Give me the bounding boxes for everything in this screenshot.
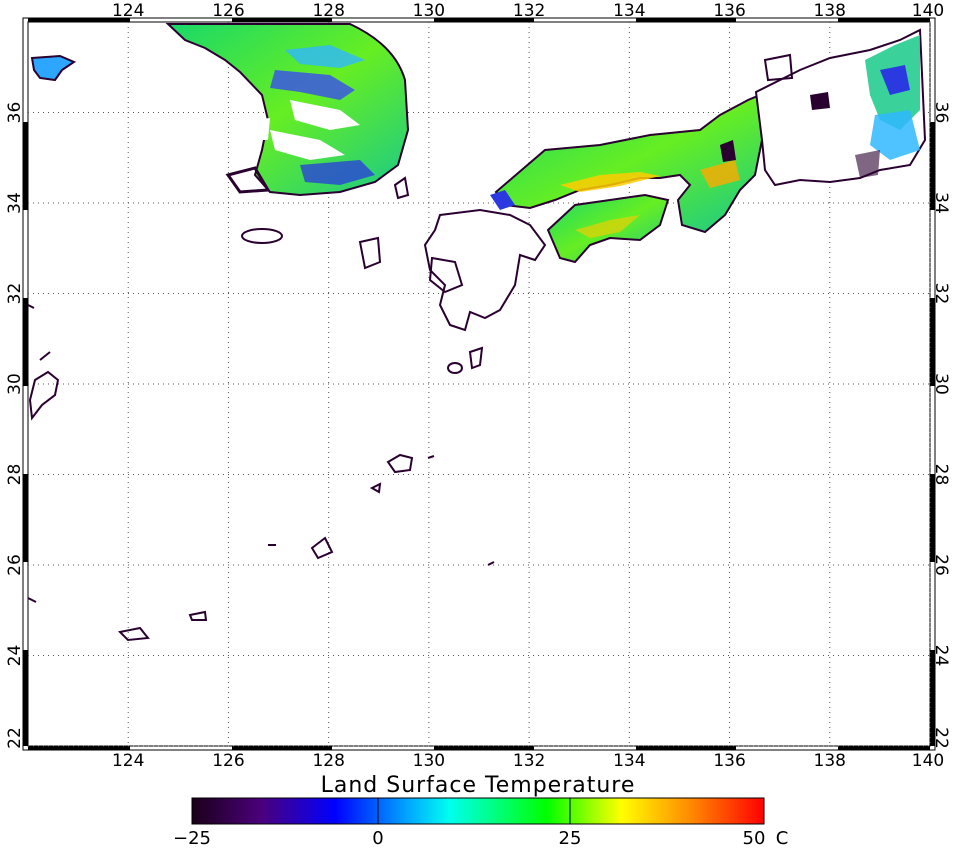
lon-label-top-136: 136 [713, 1, 745, 21]
lat-label-right-22: 22 [931, 727, 951, 749]
lat-label-left-30: 30 [5, 373, 25, 395]
lat-label-left-36: 36 [5, 102, 25, 124]
lon-label-bottom-126: 126 [212, 751, 244, 771]
lat-label-left-26: 26 [5, 554, 25, 576]
lat-label-right-26: 26 [931, 554, 951, 576]
lon-label-top-132: 132 [513, 1, 545, 21]
lon-label-bottom-128: 128 [312, 751, 344, 771]
lon-label-bottom-132: 132 [513, 751, 545, 771]
lat-label-left-28: 28 [5, 464, 25, 486]
lon-label-top-128: 128 [312, 1, 344, 21]
lon-label-top-130: 130 [413, 1, 445, 21]
lat-labels-right: 22 24 26 28 30 32 34 36 [931, 102, 951, 749]
lat-label-left-24: 24 [5, 645, 25, 667]
lat-labels-left: 22 24 26 28 30 32 34 36 [5, 102, 25, 749]
kyushu-outline [423, 208, 547, 332]
lon-label-bottom-130: 130 [413, 751, 445, 771]
edge-scale-bars [23, 18, 935, 750]
shikoku-land [546, 193, 670, 264]
lon-label-top-138: 138 [814, 1, 846, 21]
lat-label-right-30: 30 [931, 373, 951, 395]
lon-label-top-126: 126 [212, 1, 244, 21]
lat-label-left-32: 32 [5, 283, 25, 305]
lon-labels-top: 124 126 128 130 132 134 136 138 140 [112, 1, 944, 21]
colorbar: −25 0 25 50 C [173, 797, 789, 849]
lon-label-bottom-136: 136 [713, 751, 745, 771]
lat-label-right-28: 28 [931, 464, 951, 486]
lon-labels-bottom: 124 126 128 130 132 134 136 138 140 [112, 751, 944, 771]
lat-label-right-36: 36 [931, 102, 951, 124]
map-title: Land Surface Temperature [321, 773, 636, 798]
lat-label-left-22: 22 [5, 727, 25, 749]
lat-label-right-32: 32 [931, 283, 951, 305]
lon-label-bottom-134: 134 [613, 751, 645, 771]
lat-label-right-34: 34 [931, 192, 951, 214]
lat-label-left-34: 34 [5, 192, 25, 214]
kanto-land [754, 28, 927, 187]
lon-label-top-134: 134 [613, 1, 645, 21]
land-surface-data [27, 23, 927, 642]
colorbar-tick-min: −25 [173, 828, 211, 849]
ryukyu-islands [27, 176, 495, 642]
lon-label-bottom-124: 124 [112, 751, 144, 771]
lat-label-right-24: 24 [931, 645, 951, 667]
korea-land [165, 23, 410, 197]
jeju-island [241, 228, 283, 244]
lon-label-top-124: 124 [112, 1, 144, 21]
lon-label-bottom-138: 138 [814, 751, 846, 771]
lon-label-bottom-140: 140 [912, 751, 944, 771]
colorbar-unit: C [776, 828, 789, 849]
colorbar-tick-0: 0 [372, 828, 383, 849]
shandong-tip [30, 54, 77, 82]
lon-label-top-140: 140 [912, 1, 944, 21]
colorbar-gradient [191, 797, 765, 825]
colorbar-tick-50: 50 [743, 828, 766, 849]
colorbar-tick-25: 25 [559, 828, 582, 849]
